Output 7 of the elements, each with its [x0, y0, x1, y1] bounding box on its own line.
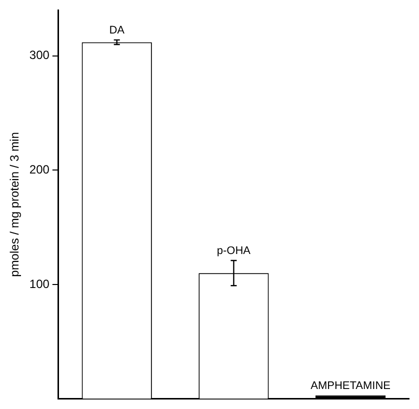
y-tick-label: 200: [29, 162, 50, 177]
x-tick-label: AMPHETAMINE: [310, 380, 390, 392]
y-tick-label: 300: [29, 48, 50, 62]
x-tick-label: p-OHA: [216, 245, 252, 258]
y-axis-title: pmoles / mg protein / 3 min: [8, 132, 22, 277]
y-tick-label: 100: [29, 276, 50, 291]
x-tick-label: DA: [109, 24, 126, 36]
